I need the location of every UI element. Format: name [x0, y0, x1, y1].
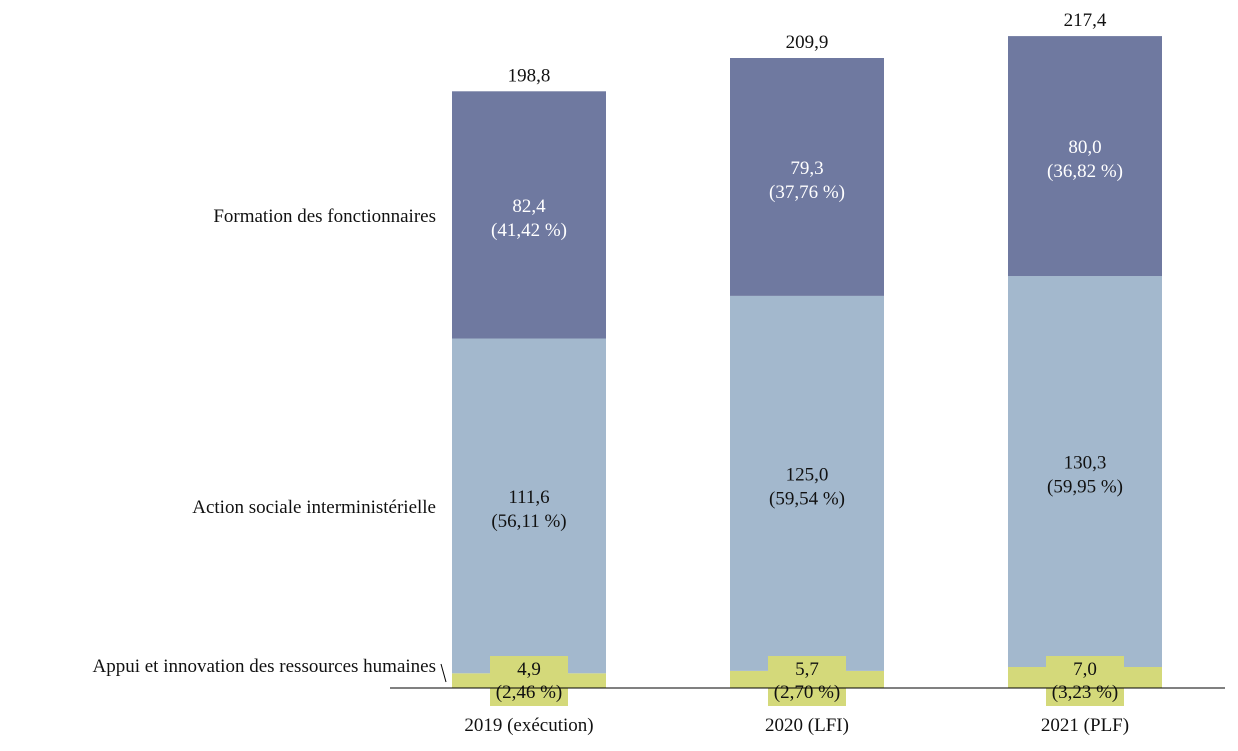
- data-label-share: (3,23 %): [1052, 682, 1118, 703]
- data-label-share: (2,70 %): [774, 682, 840, 703]
- legend-leader-line: [440, 663, 447, 683]
- data-label-box: [768, 656, 846, 706]
- data-label-value: 82,4: [512, 196, 546, 217]
- bar-segment: [730, 58, 884, 296]
- bar-segment: [1008, 276, 1162, 667]
- bar-segment: [730, 295, 884, 671]
- data-label-share: (59,95 %): [1047, 477, 1123, 498]
- data-label-box: [1046, 656, 1124, 706]
- total-label: 209,9: [786, 32, 829, 53]
- data-label-share: (2,46 %): [496, 682, 562, 703]
- series-label: Action sociale interministérielle: [192, 497, 436, 518]
- labels-layer: 4,9(2,46 %) 111,6 (56,11 %) 82,4 (41,42 %) 19…: [92, 10, 1129, 736]
- x-tick-label: 2021 (PLF): [1041, 715, 1129, 736]
- total-label: 198,8: [508, 65, 551, 86]
- bar-segment: [452, 91, 606, 339]
- data-label-value: 111,6: [508, 487, 549, 508]
- bars-layer: [452, 36, 1162, 688]
- bar-segment: [1008, 36, 1162, 277]
- data-label-value: 130,3: [1064, 453, 1107, 474]
- data-label-share: (59,54 %): [769, 488, 845, 509]
- data-label-share: (56,11 %): [491, 511, 566, 532]
- x-tick-label: 2019 (exécution): [464, 715, 593, 736]
- bar-segment: [452, 338, 606, 674]
- series-label: Formation des fonctionnaires: [213, 206, 436, 227]
- data-label-value: 4,9: [517, 659, 541, 680]
- total-label: 217,4: [1064, 10, 1107, 31]
- data-label-share: (41,42 %): [491, 220, 567, 241]
- data-label-value: 79,3: [790, 158, 823, 179]
- data-label-value: 7,0: [1073, 659, 1097, 680]
- data-label-share: (37,76 %): [769, 182, 845, 203]
- series-label: Appui et innovation des ressources humai…: [92, 656, 436, 677]
- data-label-value: 80,0: [1068, 137, 1101, 158]
- data-label-value: 125,0: [786, 464, 829, 485]
- data-label-box: [490, 656, 568, 706]
- data-label-share: (36,82 %): [1047, 161, 1123, 182]
- x-tick-label: 2020 (LFI): [765, 715, 849, 736]
- data-label-value: 5,7: [795, 659, 819, 680]
